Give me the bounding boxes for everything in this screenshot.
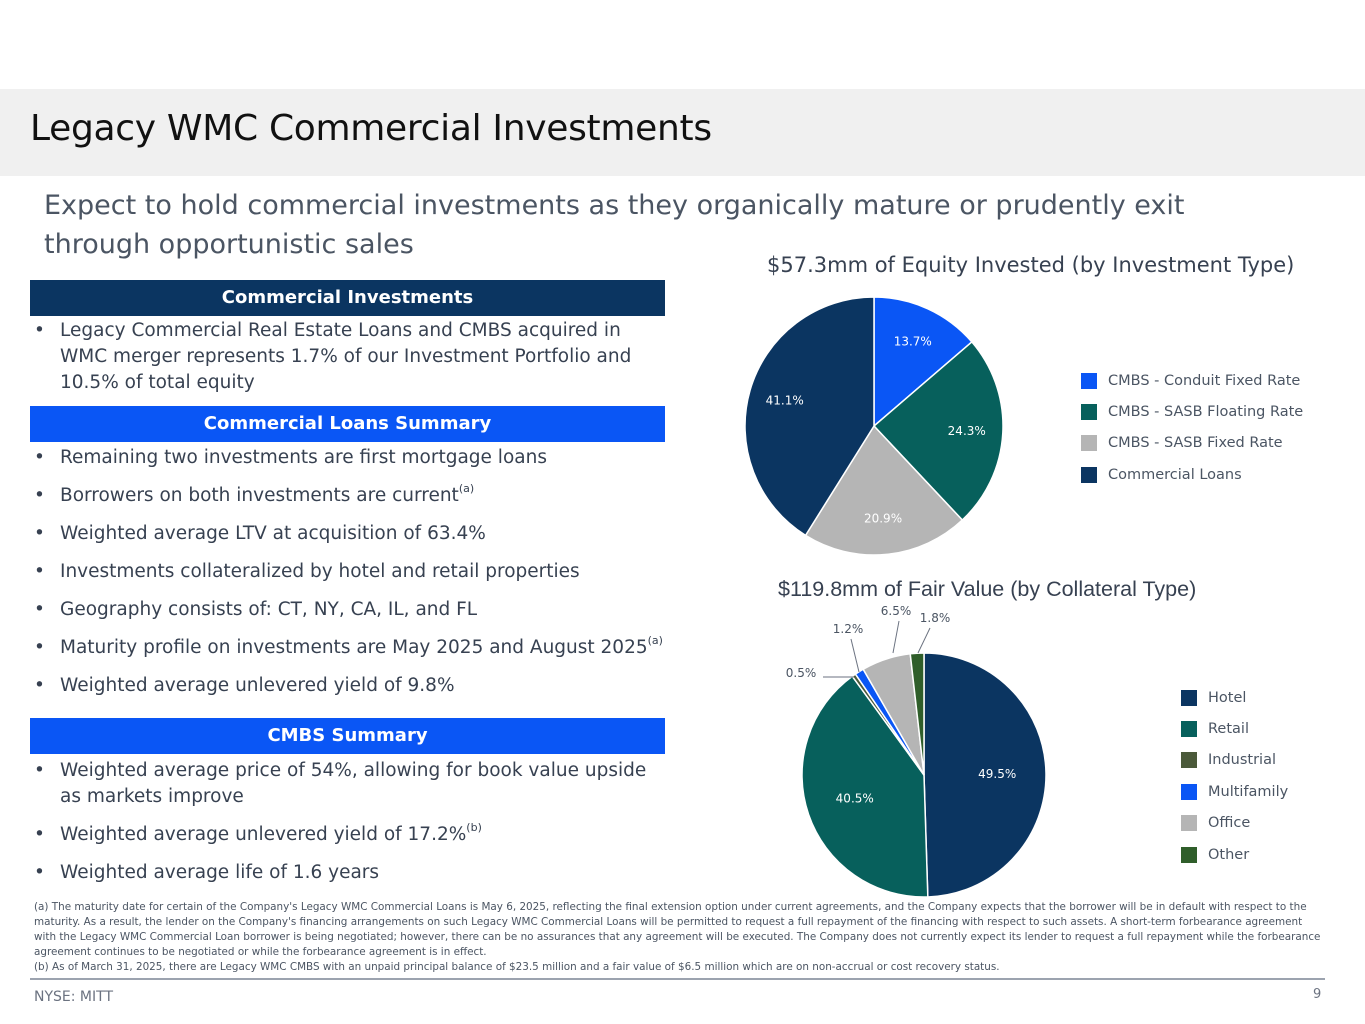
title-bar [0, 89, 1365, 176]
leader-line [892, 620, 900, 654]
legend-label: Office [1208, 815, 1251, 832]
legend-swatch [1081, 404, 1097, 421]
footnote-ref: (a) [647, 634, 663, 647]
leader-line [917, 627, 931, 654]
pie-slice-cmbs-sasb-fixed-rate [804, 424, 964, 556]
cmbs-summary-heading: CMBS Summary [30, 718, 665, 754]
list-item: Weighted average price of 54%, allowing … [30, 758, 670, 810]
legend-swatch [1081, 466, 1097, 483]
data-label: 6.5% [881, 604, 912, 618]
legend-label: Other [1208, 846, 1250, 863]
data-label: 40.5% [836, 792, 874, 806]
data-label: 49.5% [978, 767, 1016, 781]
equity-chart-legend: CMBS - Conduit Fixed Rate CMBS - SASB Flo… [1081, 365, 1303, 491]
pie-slice-cmbs-conduit-fixed-rate [873, 296, 973, 428]
legend-label: Retail [1208, 721, 1249, 738]
pie-slice-retail [801, 675, 929, 898]
footer-divider [30, 978, 1325, 980]
list-item-text: Weighted average LTV at acquisition of 6… [60, 523, 486, 544]
fair-value-chart-title: $119.8mm of Fair Value (by Collateral Ty… [778, 577, 1197, 601]
legend-swatch [1181, 783, 1197, 800]
pie-slice-commercial-loans [744, 296, 875, 537]
pie-slice-other [909, 652, 925, 776]
page-title: Legacy WMC Commercial Investments [30, 108, 712, 149]
legend-swatch [1181, 752, 1197, 769]
list-item: Weighted average unlevered yield of 9.8% [30, 673, 670, 699]
page-number: 9 [1313, 987, 1322, 1002]
fair-value-chart-legend: Hotel Retail Industrial Multifamily Office Ot… [1181, 682, 1288, 870]
legend-swatch [1081, 372, 1097, 389]
legend-label: Hotel [1208, 689, 1247, 706]
list-item: Investments collateralized by hotel and … [30, 559, 670, 585]
data-label: 0.5% [786, 666, 817, 680]
list-item-text: Weighted average unlevered yield of 17.2… [60, 824, 467, 845]
list-item-text: Geography consists of: CT, NY, CA, IL, a… [60, 599, 478, 620]
list-item: Weighted average LTV at acquisition of 6… [30, 521, 670, 547]
list-item-text: Weighted average unlevered yield of 9.8% [60, 675, 455, 696]
legend-item: CMBS - SASB Floating Rate [1081, 396, 1303, 427]
legend-item: Retail [1181, 713, 1288, 744]
list-item: Weighted average unlevered yield of 17.2… [30, 822, 670, 848]
commercial-loans-summary-heading: Commercial Loans Summary [30, 406, 665, 442]
legend-item: Hotel [1181, 682, 1288, 713]
legend-label: CMBS - Conduit Fixed Rate [1108, 372, 1301, 389]
footnotes: (a) The maturity date for certain of the… [34, 900, 1324, 975]
legend-item: Office [1181, 808, 1288, 839]
legend-item: Other [1181, 839, 1288, 870]
legend-item: Commercial Loans [1081, 459, 1303, 490]
commercial-loans-summary-list: Remaining two investments are first mort… [30, 445, 670, 699]
legend-swatch [1181, 721, 1197, 738]
footnote-ref: (a) [458, 482, 475, 495]
legend-item: Industrial [1181, 745, 1288, 776]
legend-swatch [1181, 815, 1197, 832]
footnote-b: (b) As of March 31, 2025, there are Lega… [34, 961, 1000, 973]
commercial-investments-list: Legacy Commercial Real Estate Loans and … [30, 318, 670, 396]
list-item: Borrowers on both investments are curren… [30, 483, 670, 509]
list-item: Weighted average life of 1.6 years [30, 860, 670, 886]
list-item: Geography consists of: CT, NY, CA, IL, a… [30, 597, 670, 623]
data-label: 13.7% [894, 335, 932, 349]
footnote-a: (a) The maturity date for certain of the… [34, 901, 1321, 958]
list-item-text: Weighted average price of 54%, allowing … [60, 760, 647, 807]
commercial-investments-heading: Commercial Investments [30, 280, 665, 316]
data-label: 41.1% [766, 393, 804, 407]
legend-label: CMBS - SASB Floating Rate [1108, 404, 1304, 421]
legend-label: CMBS - SASB Fixed Rate [1108, 435, 1283, 452]
list-item: Legacy Commercial Real Estate Loans and … [30, 318, 670, 396]
data-label: 24.3% [948, 424, 986, 438]
legend-label: Commercial Loans [1108, 466, 1242, 483]
data-label: 1.2% [833, 622, 864, 636]
pie-slice-cmbs-sasb-floating-rate [872, 340, 1004, 522]
legend-label: Industrial [1208, 752, 1277, 769]
legend-swatch [1181, 846, 1197, 863]
data-label: 1.8% [920, 611, 951, 625]
legend-item: CMBS - Conduit Fixed Rate [1081, 365, 1303, 396]
legend-swatch [1081, 435, 1097, 452]
list-item-text: Investments collateralized by hotel and … [60, 561, 580, 582]
list-item: Remaining two investments are first mort… [30, 445, 670, 471]
leader-line [850, 638, 860, 673]
legend-swatch [1181, 689, 1197, 706]
list-item: Maturity profile on investments are May … [30, 635, 670, 661]
list-item-text: Borrowers on both investments are curren… [60, 485, 459, 506]
list-item-text: Remaining two investments are first mort… [60, 447, 547, 468]
data-label: 20.9% [864, 511, 902, 525]
equity-chart-title: $57.3mm of Equity Invested (by Investmen… [767, 253, 1295, 277]
legend-item: CMBS - SASB Fixed Rate [1081, 428, 1303, 459]
legend-label: Multifamily [1208, 783, 1289, 800]
list-item-text: Maturity profile on investments are May … [60, 637, 648, 658]
ticker: NYSE: MITT [34, 989, 113, 1005]
list-item-text: Weighted average life of 1.6 years [60, 862, 380, 883]
page-subtitle: Expect to hold commercial investments as… [44, 190, 1185, 260]
cmbs-summary-list: Weighted average price of 54%, allowing … [30, 758, 670, 886]
legend-item: Multifamily [1181, 776, 1288, 807]
pie-slice-hotel [923, 652, 1047, 898]
footnote-ref: (b) [466, 821, 482, 834]
